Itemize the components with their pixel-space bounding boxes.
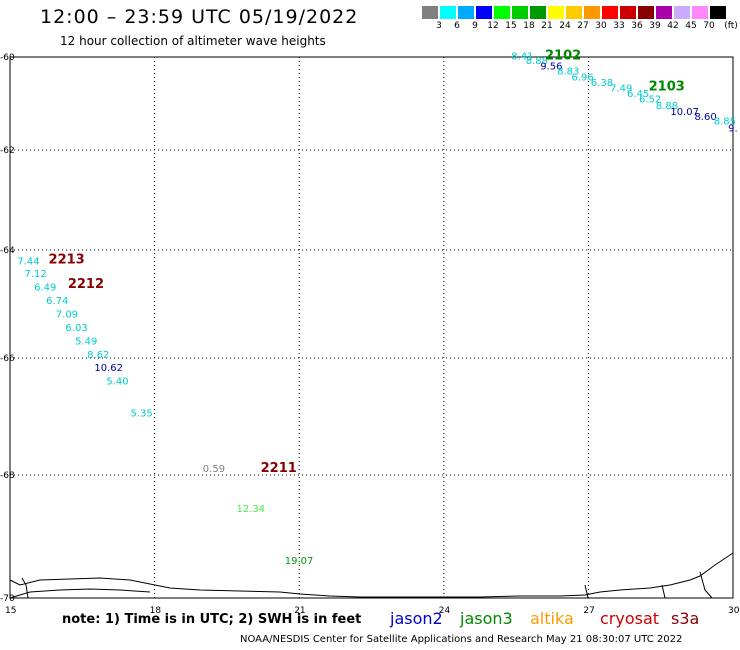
legend-label: 27	[577, 21, 589, 31]
coastline	[21, 577, 29, 599]
legend-label: 24	[559, 21, 571, 31]
swh-value: 7.09	[56, 310, 78, 321]
y-tick-label: -64	[0, 246, 15, 256]
page-subtitle: 12 hour collection of altimeter wave hei…	[60, 34, 326, 48]
pass-label: 2102	[545, 48, 581, 63]
swh-value: 8.60	[694, 112, 716, 123]
legend-label: 9	[472, 21, 478, 31]
x-tick-label: 18	[150, 606, 162, 616]
swh-value: 7.44	[17, 257, 39, 268]
swh-value: 6.03	[65, 323, 87, 334]
swh-value: 5.40	[106, 376, 128, 387]
legend-label: 42	[667, 21, 679, 31]
legend-swatch	[530, 6, 546, 19]
legend-swatch	[656, 6, 672, 19]
legend-label: 70	[703, 21, 715, 31]
swh-value: 9.56	[540, 62, 562, 73]
x-tick-label: 30	[728, 606, 740, 616]
swh-value: 5.49	[75, 337, 97, 348]
satellite-label-cryosat: cryosat	[600, 609, 660, 628]
swh-value: 6.74	[46, 296, 68, 307]
swh-value: 6.52	[639, 95, 661, 106]
legend-swatch	[710, 6, 726, 19]
legend-label: 12	[487, 21, 499, 31]
pass-label: 2213	[49, 253, 85, 268]
legend-swatch	[458, 6, 474, 19]
swh-value: 8.62	[87, 350, 109, 361]
legend-label: 39	[649, 21, 661, 31]
x-tick-label: 24	[439, 606, 451, 616]
swh-value: 12.34	[237, 504, 266, 515]
coastline	[584, 571, 713, 599]
y-tick-label: -68	[0, 471, 15, 481]
swh-value: 8.83	[557, 67, 579, 78]
legend-label: 45	[685, 21, 697, 31]
legend-label: 30	[595, 21, 607, 31]
legend-swatch	[512, 6, 528, 19]
legend-swatch	[602, 6, 618, 19]
coastline	[9, 588, 151, 599]
legend-label: 18	[523, 21, 535, 31]
legend-swatch	[422, 6, 438, 19]
swh-value: 6.38	[591, 78, 613, 89]
swh-value: 6.49	[34, 283, 56, 294]
x-tick-label: 27	[583, 606, 594, 616]
satellite-label-altika: altika	[530, 609, 574, 628]
legend-swatch	[584, 6, 600, 19]
satellite-label-s3a: s3a	[671, 609, 700, 628]
legend-swatch	[566, 6, 582, 19]
x-tick-label: 21	[294, 606, 305, 616]
swh-value: 10.07	[670, 107, 699, 118]
swh-value: 8.85	[714, 116, 736, 127]
swh-value: 9.	[728, 123, 738, 134]
page-title: 12:00 – 23:59 UTC 05/19/2022	[40, 6, 359, 28]
x-tick-label: 15	[5, 606, 16, 616]
y-tick-label: -70	[0, 594, 15, 604]
footer-note: note: 1) Time is in UTC; 2) SWH is in fe…	[62, 612, 362, 627]
legend-swatch	[494, 6, 510, 19]
legend-swatch	[440, 6, 456, 19]
legend-label: 33	[613, 21, 625, 31]
legend-label: 6	[454, 21, 460, 31]
satellite-label-jason2: jason2	[390, 609, 443, 628]
legend-label: 3	[436, 21, 442, 31]
footer-credit: NOAA/NESDIS Center for Satellite Applica…	[240, 634, 683, 645]
swh-value: 8.88	[656, 101, 678, 112]
y-tick-label: -60	[0, 53, 15, 63]
satellite-label-jason3: jason3	[460, 609, 513, 628]
legend-swatch	[620, 6, 636, 19]
pass-label: 2212	[68, 277, 104, 292]
swh-value: 0.59	[203, 464, 225, 475]
swh-value: 7.49	[610, 83, 632, 94]
legend-swatch	[476, 6, 492, 19]
coastline	[9, 552, 734, 598]
swh-value: 19.07	[285, 556, 314, 567]
legend-label: 15	[505, 21, 517, 31]
swh-value: 7.12	[24, 269, 46, 280]
legend-label: 36	[631, 21, 643, 31]
legend-unit: (ft)	[724, 21, 738, 31]
swh-value: 6.96	[572, 72, 594, 83]
map-frame	[9, 56, 734, 599]
swh-value: 10.62	[94, 363, 123, 374]
legend-swatch	[638, 6, 654, 19]
legend-label: 21	[541, 21, 553, 31]
legend-swatch	[674, 6, 690, 19]
pass-label: 2211	[261, 461, 297, 476]
pass-label: 2103	[649, 79, 685, 94]
swh-value: 8.41	[511, 51, 533, 62]
swh-value: 6.45	[627, 89, 649, 100]
y-tick-label: -66	[0, 354, 15, 364]
swh-value: 5.35	[131, 409, 153, 420]
swh-value: 8.88	[526, 56, 548, 67]
legend-swatch	[692, 6, 708, 19]
legend-swatch	[548, 6, 564, 19]
y-tick-label: -62	[0, 146, 15, 156]
